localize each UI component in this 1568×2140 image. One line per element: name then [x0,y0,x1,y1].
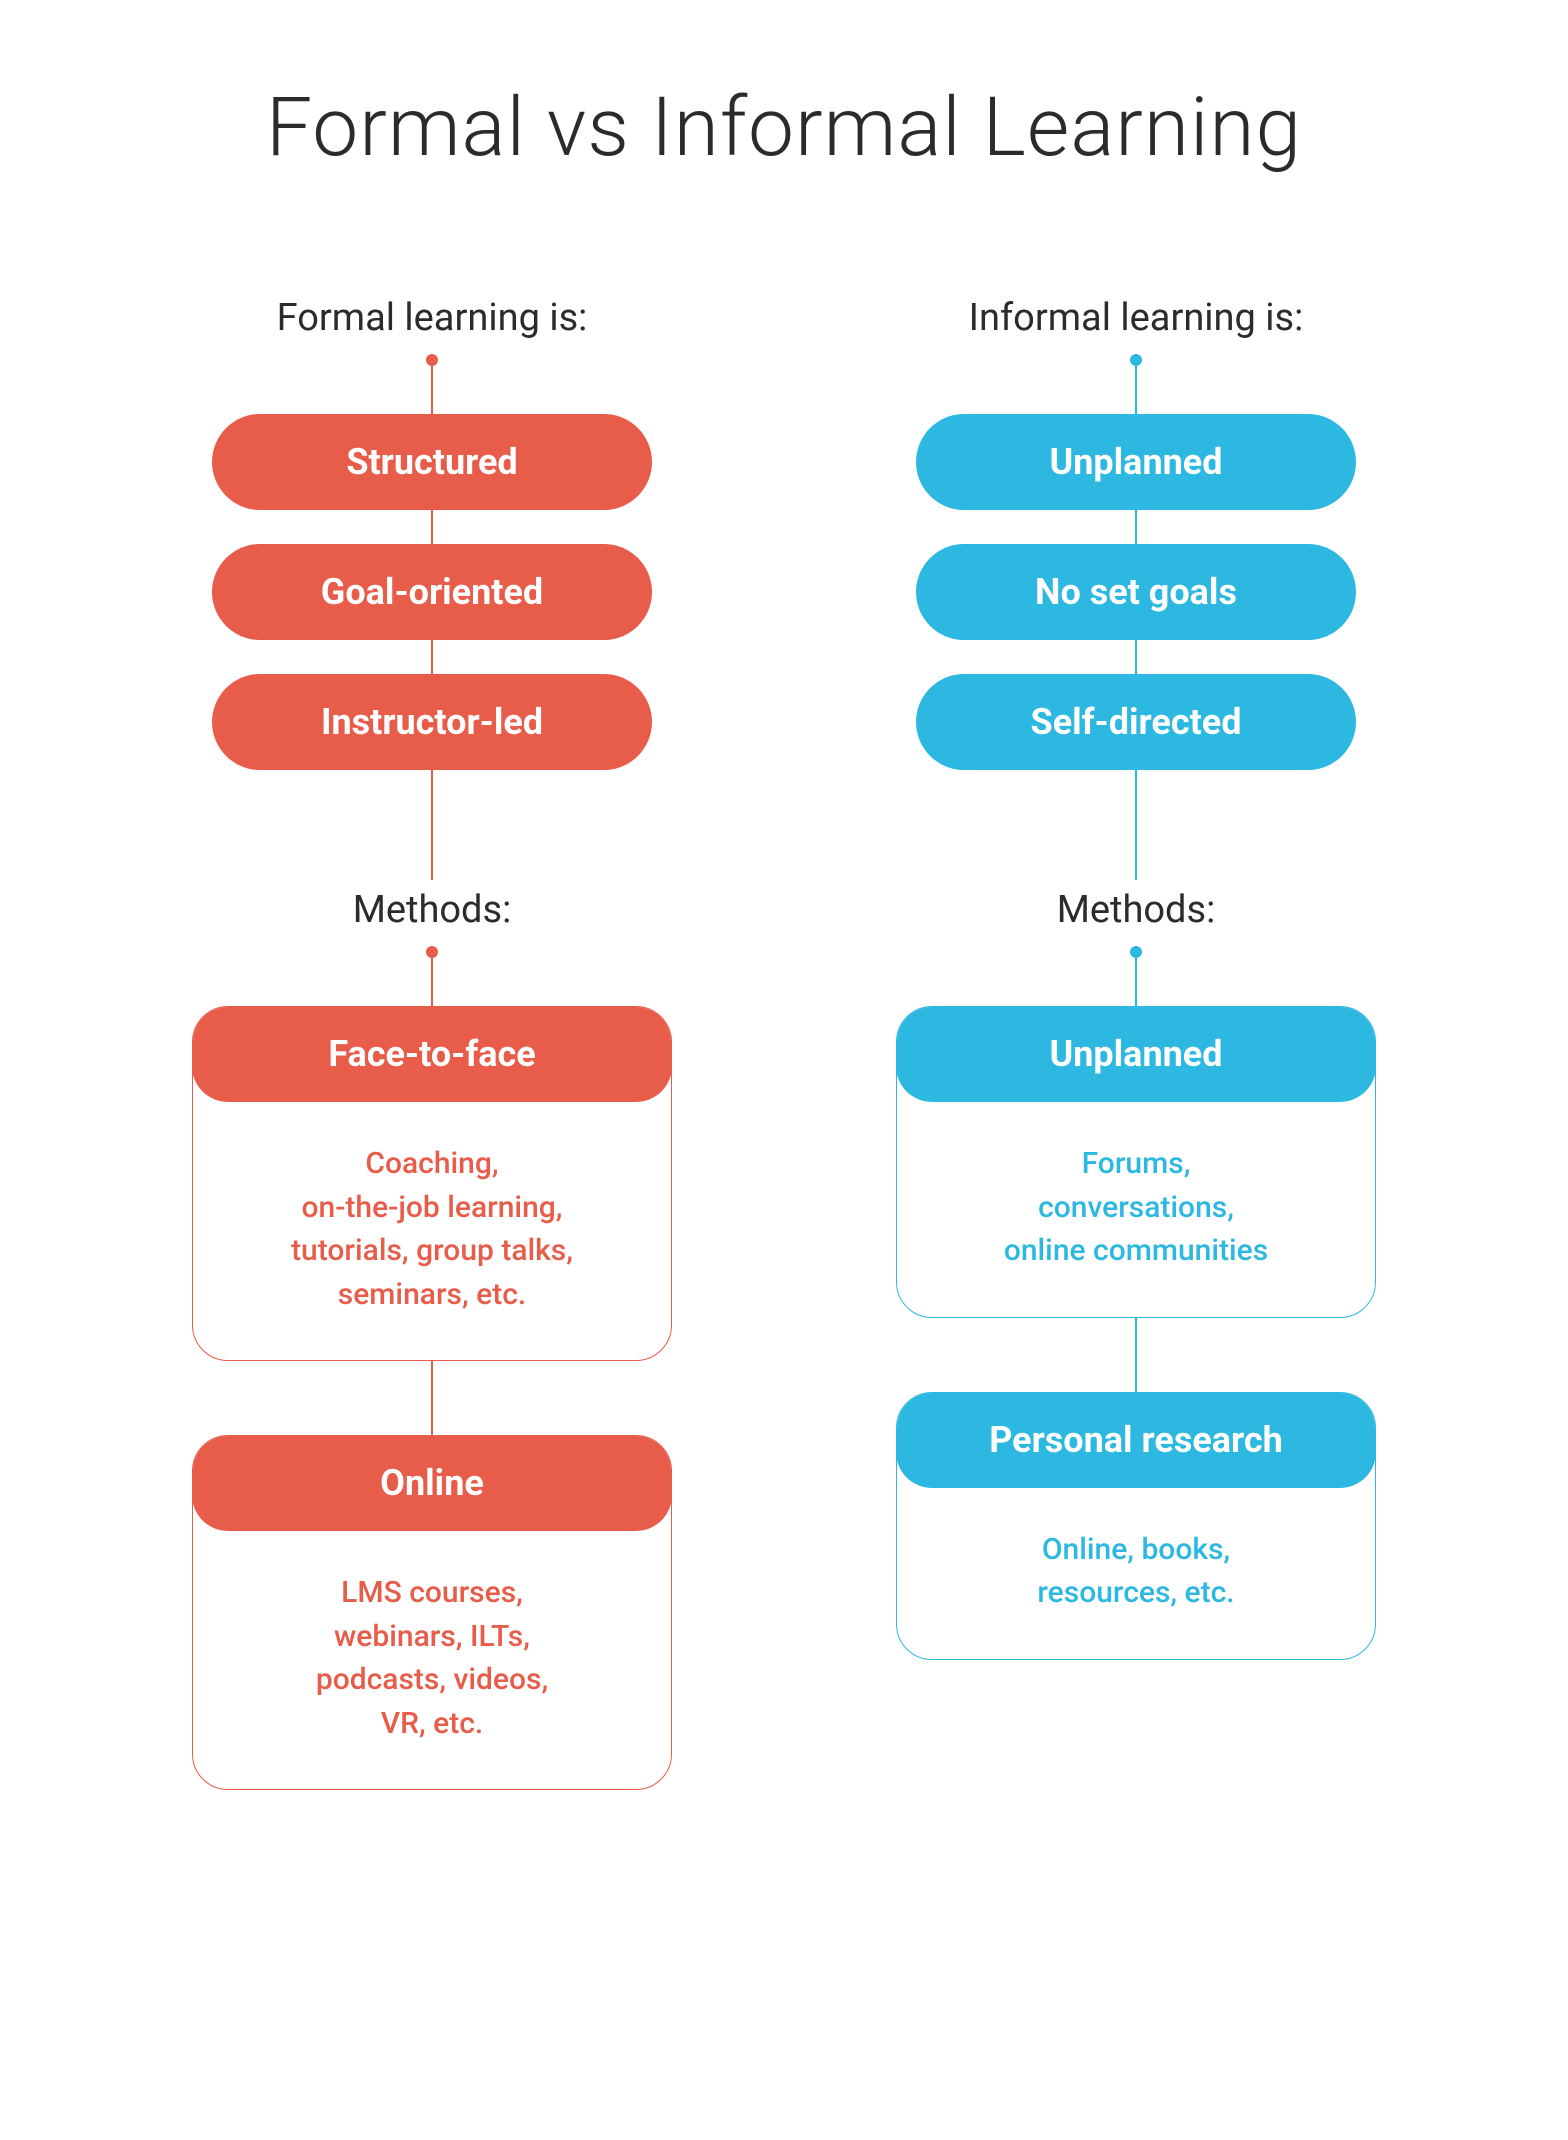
method-body: Online, books, resources, etc. [897,1488,1375,1659]
trait-label: Goal-oriented [321,571,543,613]
informal-method-card: Unplanned Forums, conversations, online c… [896,1006,1376,1318]
connector-line [1135,958,1137,1006]
connector-line [1135,366,1137,414]
trait-label: Structured [346,441,517,483]
method-card-header: Personal research [896,1392,1376,1488]
trait-label: Self-directed [1031,701,1242,743]
trait-label: Unplanned [1049,441,1222,483]
connector-dot [426,354,438,366]
connector-line [431,770,433,880]
method-body: Forums, conversations, online communitie… [897,1102,1375,1317]
connector-line [1135,510,1137,544]
method-title: Unplanned [1049,1033,1222,1075]
formal-methods-heading: Methods: [353,888,512,932]
method-title: Online [380,1462,484,1504]
connector-dot [1130,946,1142,958]
method-title: Personal research [989,1419,1283,1461]
connector-line [431,958,433,1006]
formal-method-card: Online LMS courses, webinars, ILTs, podca… [192,1435,672,1790]
method-card-header: Face-to-face [192,1006,672,1102]
informal-methods-heading: Methods: [1057,888,1216,932]
connector-dot [1130,354,1142,366]
informal-trait-pill: Unplanned [916,414,1356,510]
informal-trait-pill: No set goals [916,544,1356,640]
formal-method-card: Face-to-face Coaching, on-the-job learnin… [192,1006,672,1361]
page-title: Formal vs Informal Learning [120,80,1448,176]
informal-trait-pill: Self-directed [916,674,1356,770]
formal-trait-pill: Instructor-led [212,674,652,770]
formal-heading: Formal learning is: [277,296,588,340]
connector-line [431,1361,433,1435]
trait-label: Instructor-led [321,701,543,743]
connector-dot [426,946,438,958]
connector-line [431,640,433,674]
method-body: LMS courses, webinars, ILTs, podcasts, v… [193,1531,671,1789]
connector-line [1135,770,1137,880]
trait-label: No set goals [1035,571,1237,613]
columns-container: Formal learning is: Structured Goal-orient… [120,296,1448,1790]
column-informal: Informal learning is: Unplanned No set goa… [824,296,1448,1790]
method-card-header: Online [192,1435,672,1531]
connector-line [1135,640,1137,674]
column-formal: Formal learning is: Structured Goal-orient… [120,296,744,1790]
formal-trait-pill: Goal-oriented [212,544,652,640]
connector-line [431,366,433,414]
informal-method-card: Personal research Online, books, resource… [896,1392,1376,1660]
connector-line [431,510,433,544]
method-title: Face-to-face [328,1033,535,1075]
informal-heading: Informal learning is: [969,296,1304,340]
connector-line [1135,1318,1137,1392]
formal-trait-pill: Structured [212,414,652,510]
method-body: Coaching, on-the-job learning, tutorials… [193,1102,671,1360]
method-card-header: Unplanned [896,1006,1376,1102]
